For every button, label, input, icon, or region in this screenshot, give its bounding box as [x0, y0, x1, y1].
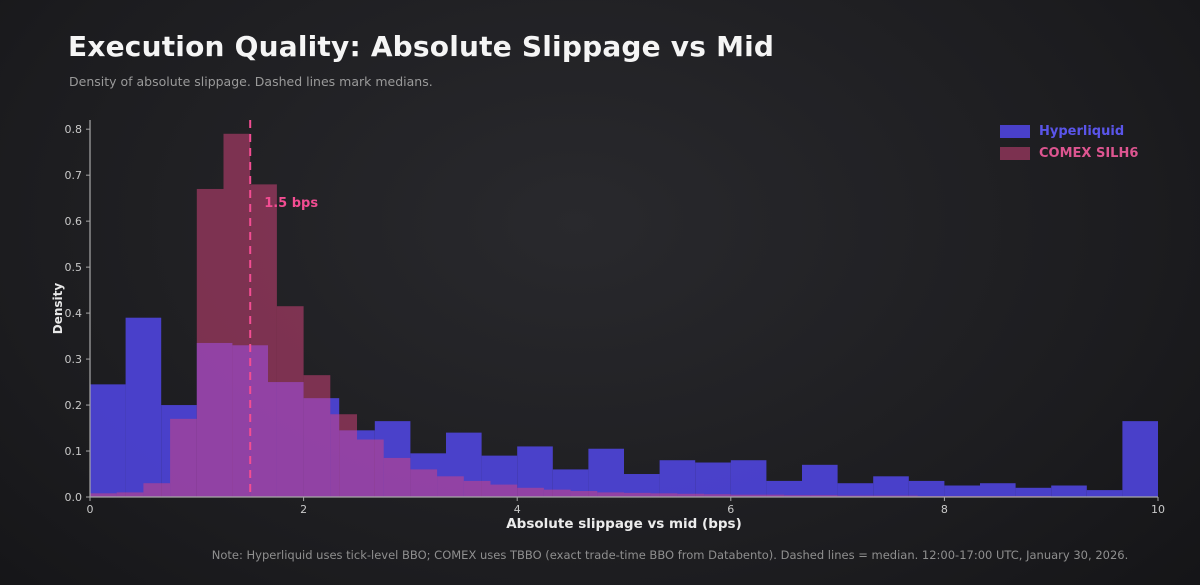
- histogram-bar: [810, 495, 838, 497]
- histogram-bar: [410, 469, 438, 497]
- histogram-bar: [873, 476, 909, 497]
- histogram-bar: [624, 492, 651, 497]
- histogram-bar: [383, 457, 411, 497]
- histogram-bar: [90, 493, 117, 497]
- histogram-bar: [170, 418, 197, 497]
- histogram-bar: [891, 495, 918, 497]
- histogram-bar: [766, 480, 802, 497]
- footnote: Note: Hyperliquid uses tick-level BBO; C…: [211, 548, 1129, 562]
- histogram-bar: [90, 384, 126, 497]
- median-annotation: 1.5 bps: [264, 196, 318, 211]
- histogram-bar: [597, 492, 624, 497]
- histogram-bar: [784, 495, 811, 497]
- histogram-bar: [757, 494, 785, 497]
- y-tick-label: 0.8: [65, 123, 83, 136]
- histogram-bar: [517, 487, 544, 497]
- histogram-bar: [704, 494, 731, 497]
- histogram-bar: [588, 448, 624, 497]
- histogram-bar: [196, 188, 224, 497]
- y-tick-label: 0.0: [65, 491, 83, 504]
- histogram-bar: [730, 494, 758, 497]
- histogram-bar: [659, 460, 696, 497]
- x-tick-label: 6: [727, 503, 734, 516]
- histogram-bar: [1086, 490, 1123, 497]
- histogram-bar: [864, 495, 891, 497]
- y-tick-label: 0.1: [65, 445, 83, 458]
- x-tick-label: 10: [1151, 503, 1165, 516]
- histogram-bar: [463, 480, 491, 497]
- histogram-bar: [570, 491, 598, 497]
- histogram-bar: [143, 483, 171, 497]
- histogram-bar: [677, 493, 705, 497]
- histogram-bar: [330, 414, 357, 497]
- legend-item-comex: COMEX SILH6: [1000, 146, 1138, 161]
- histogram-bar: [944, 485, 980, 497]
- y-tick-label: 0.3: [65, 353, 83, 366]
- y-tick-label: 0.5: [65, 261, 83, 274]
- x-tick-label: 4: [514, 503, 521, 516]
- histogram-bar: [250, 184, 277, 497]
- histogram-bar: [1122, 421, 1158, 497]
- legend-item-hyperliquid: Hyperliquid: [1000, 124, 1138, 139]
- legend-swatch-comex: [1000, 147, 1030, 160]
- histogram-bar: [837, 483, 874, 497]
- histogram-bar: [303, 375, 331, 497]
- y-tick-label: 0.7: [65, 169, 83, 182]
- histogram-bar: [1015, 487, 1052, 497]
- x-axis-title: Absolute slippage vs mid (bps): [506, 516, 742, 532]
- histogram-bar: [730, 460, 767, 497]
- x-tick-label: 2: [300, 503, 307, 516]
- histogram-bar: [543, 489, 571, 497]
- y-tick-label: 0.2: [65, 399, 83, 412]
- histogram-bar: [802, 464, 838, 497]
- histogram-bar: [116, 492, 144, 497]
- chart-title: Execution Quality: Absolute Slippage vs …: [68, 30, 775, 63]
- histogram-bar: [276, 306, 304, 497]
- histogram-bar: [1051, 485, 1087, 497]
- legend: Hyperliquid COMEX SILH6: [1000, 124, 1138, 161]
- histogram-bar: [490, 484, 518, 497]
- y-axis-title: Density: [51, 283, 65, 335]
- legend-label-hyperliquid: Hyperliquid: [1039, 124, 1125, 139]
- histogram-bar: [908, 480, 945, 497]
- y-tick-label: 0.4: [65, 307, 83, 320]
- x-tick-label: 8: [941, 503, 948, 516]
- histogram-bar: [223, 133, 251, 498]
- legend-label-comex: COMEX SILH6: [1039, 146, 1139, 161]
- histogram-bar: [624, 474, 660, 497]
- histogram-bar: [125, 317, 162, 497]
- histogram-bar: [695, 462, 731, 497]
- histogram-bar: [357, 439, 384, 497]
- legend-swatch-hyperliquid: [1000, 125, 1030, 138]
- histogram-bar: [980, 483, 1016, 497]
- chart-subtitle: Density of absolute slippage. Dashed lin…: [69, 74, 433, 89]
- y-tick-label: 0.6: [65, 215, 83, 228]
- histogram-bar: [437, 476, 464, 497]
- histogram-bar: [650, 493, 678, 497]
- histogram-bar: [837, 495, 865, 497]
- x-tick-label: 0: [87, 503, 94, 516]
